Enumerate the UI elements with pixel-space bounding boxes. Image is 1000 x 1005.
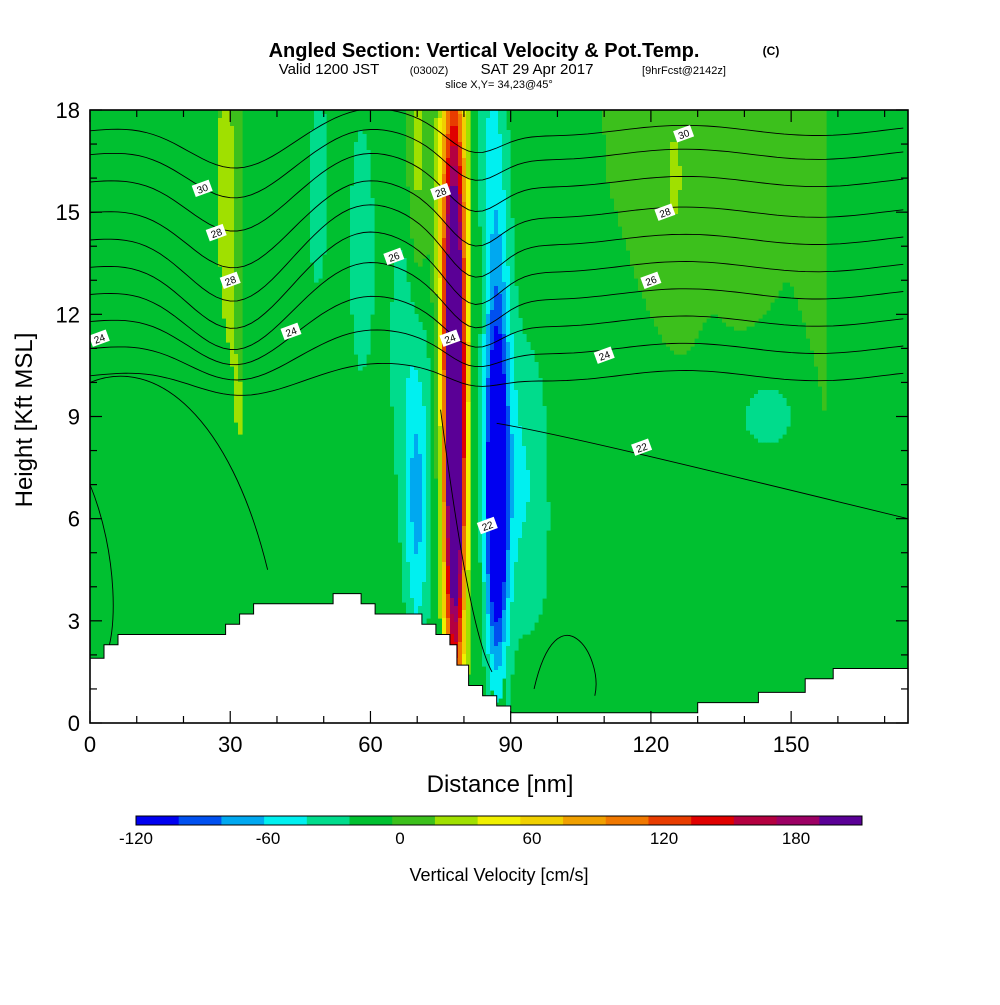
isentrope-label: 28 [205, 223, 227, 242]
colorbar-tick-label: 0 [395, 829, 404, 848]
colorbar-tick-label: -60 [256, 829, 281, 848]
y-tick-label: 12 [56, 302, 80, 327]
colorbar-frame [135, 815, 863, 826]
isentrope-label-text: 26 [387, 251, 402, 265]
isentrope-line [90, 152, 904, 232]
valid-time: Valid 1200 JST [279, 61, 380, 78]
copyright-mark: (C) [763, 44, 780, 58]
isentrope-label-text: 24 [284, 326, 299, 340]
y-tick-label: 0 [68, 711, 80, 736]
isentrope-label: 24 [593, 346, 615, 364]
colorbar-tick-label: 120 [650, 829, 678, 848]
isentrope-label: 24 [280, 322, 302, 341]
isentrope-line [90, 129, 904, 199]
isentrope-label-layer: 24 24 24 24 22 22 30 30 28 28 28 28 26 26 [90, 125, 695, 535]
colorbar-swatch [819, 816, 863, 825]
isentrope-label: 28 [430, 182, 452, 201]
isentrope-label-text: 22 [481, 520, 496, 534]
isentrope-label-text: 28 [434, 186, 449, 200]
colorbar-tick-labels: -120 -60 0 60 120 180 [119, 829, 810, 848]
isentrope-label-text: 28 [658, 206, 673, 220]
colorbar-tick-label: 60 [523, 829, 542, 848]
x-tick-label: 120 [633, 732, 670, 757]
colorbar-swatch [733, 816, 778, 825]
isentrope-label-text: 30 [196, 182, 211, 196]
x-tick-label: 150 [773, 732, 810, 757]
colorbar-label: Vertical Velocity [cm/s] [409, 865, 588, 885]
isentrope-label: 22 [631, 438, 653, 456]
isentrope-line [90, 110, 904, 169]
colorbar-swatch [434, 816, 479, 825]
isentrope-line [90, 262, 904, 350]
isentrope-layer [90, 110, 908, 696]
isentrope-label: 24 [90, 329, 110, 347]
colorbar-tick-label: 180 [782, 829, 810, 848]
forecast-tag: [9hrFcst@2142z] [642, 65, 726, 77]
x-tick-label: 90 [498, 732, 522, 757]
colorbar-swatch [136, 816, 180, 825]
isentrope-label: 28 [219, 271, 241, 290]
axis-ticks [89, 109, 908, 724]
isentrope-label-text: 22 [635, 441, 650, 455]
isentrope-label: 22 [476, 516, 498, 535]
colorbar-swatch [221, 816, 265, 825]
colorbar-swatch [648, 816, 692, 825]
isentrope-line-lower [90, 375, 908, 696]
colorbar-swatch [178, 816, 222, 825]
chart-title: Angled Section: Vertical Velocity & Pot.… [269, 40, 700, 62]
y-tick-label: 9 [68, 405, 80, 430]
y-tick-label: 15 [56, 200, 80, 225]
y-axis-label: Height [Kft MSL] [11, 333, 38, 508]
isentrope-label: 26 [640, 271, 662, 290]
colorbar-swatch [349, 816, 393, 825]
slice-info: slice X,Y= 34,23@45° [445, 79, 553, 91]
colorbar-swatch [264, 816, 308, 825]
y-tick-label: 3 [68, 609, 80, 634]
isentrope-label-text: 24 [93, 332, 108, 346]
isentrope-label-text: 28 [224, 274, 239, 288]
isentrope-label-text: 26 [644, 274, 659, 288]
x-axis-label: Distance [nm] [427, 771, 574, 798]
colorbar-tick-label: -120 [119, 829, 153, 848]
isentrope-label-text: 28 [210, 227, 225, 241]
y-tick-label: 6 [68, 507, 80, 532]
isentrope-line [90, 231, 904, 329]
x-tick-label: 0 [84, 732, 96, 757]
colorbar-swatch [776, 816, 820, 825]
y-tick-label: 18 [56, 98, 80, 123]
x-tick-label: 60 [358, 732, 382, 757]
colorbar-swatch [477, 816, 521, 825]
isentrope-label: 28 [654, 203, 676, 221]
valid-date: SAT 29 Apr 2017 [481, 61, 594, 78]
isentrope-label-text: 30 [677, 128, 692, 142]
isentrope-label: 24 [439, 329, 461, 347]
x-tick-label: 30 [218, 732, 242, 757]
isentrope-label: 30 [191, 179, 213, 198]
velocity-fill-layer [218, 110, 827, 723]
colorbar-swatch [691, 816, 735, 825]
valid-utc: (0300Z) [410, 65, 449, 77]
axis-tick-labels: 0 30 60 90 120 150 0 3 6 9 12 15 18 [56, 98, 810, 757]
isentrope-label-text: 24 [598, 349, 613, 363]
colorbar-swatch [520, 816, 564, 825]
isentrope-line [90, 295, 904, 366]
isentrope-label: 30 [673, 125, 695, 143]
isentrope-label: 26 [383, 247, 405, 266]
isentrope-line [90, 329, 904, 381]
isentrope-line [90, 204, 904, 302]
colorbar [135, 815, 863, 826]
colorbar-swatch [563, 816, 607, 825]
colorbar-swatch [392, 816, 436, 825]
isentrope-line [90, 180, 904, 269]
colorbar-swatch [605, 816, 649, 825]
terrain-mask [90, 593, 908, 723]
colorbar-swatch [306, 816, 351, 825]
isentrope-label-text: 24 [443, 332, 458, 346]
isentrope-line [90, 362, 904, 396]
